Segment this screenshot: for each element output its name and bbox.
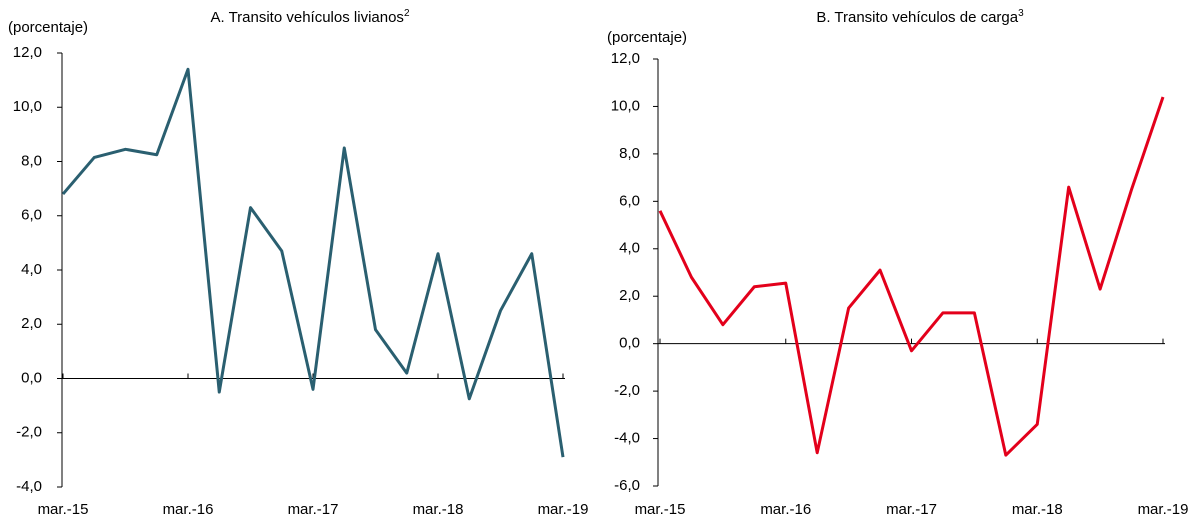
chart-title: A. Transito vehículos livianos2 <box>211 8 410 26</box>
title-note: 2 <box>404 8 410 19</box>
y-tick-label: 6,0 <box>21 207 42 224</box>
y-tick-label: 8,0 <box>21 152 42 169</box>
y-tick-label: 6,0 <box>619 192 640 209</box>
y-tick-label: -4,0 <box>16 478 42 495</box>
x-tick-label: mar.-18 <box>413 501 464 518</box>
y-tick-label: -4,0 <box>614 430 640 447</box>
y-tick-label: 4,0 <box>619 240 640 257</box>
line-series <box>61 67 565 458</box>
line-series <box>658 96 1165 457</box>
y-tick-label: 0,0 <box>619 335 640 352</box>
y-tick-label: 2,0 <box>619 287 640 304</box>
x-tick-label: mar.-16 <box>163 501 214 518</box>
y-tick-label: 4,0 <box>21 261 42 278</box>
x-tick-label: mar.-16 <box>760 501 811 518</box>
x-tick-label: mar.-15 <box>38 501 89 518</box>
chart-title: B. Transito vehículos de carga3 <box>816 8 1024 26</box>
x-tick-label: mar.-17 <box>288 501 339 518</box>
x-tick-label: mar.-18 <box>1012 501 1063 518</box>
x-tick-label: mar.-19 <box>1138 501 1189 518</box>
x-tick-label: mar.-15 <box>635 501 686 518</box>
y-tick-label: -2,0 <box>614 382 640 399</box>
x-tick-label: mar.-17 <box>886 501 937 518</box>
y-tick-label: -6,0 <box>614 477 640 494</box>
x-tick-label: mar.-19 <box>538 501 589 518</box>
y-tick-label: 8,0 <box>619 145 640 162</box>
y-tick-label: 10,0 <box>611 97 640 114</box>
title-note: 3 <box>1018 8 1024 19</box>
y-axis-label: (porcentaje) <box>607 29 687 46</box>
y-axis-label: (porcentaje) <box>8 19 88 36</box>
y-tick-label: -2,0 <box>16 424 42 441</box>
y-tick-label: 2,0 <box>21 315 42 332</box>
y-tick-label: 12,0 <box>611 50 640 67</box>
y-tick-label: 10,0 <box>13 98 42 115</box>
y-tick-label: 0,0 <box>21 369 42 386</box>
title-text: B. Transito vehículos de carga <box>816 9 1018 26</box>
title-text: A. Transito vehículos livianos <box>211 9 404 26</box>
y-tick-label: 12,0 <box>13 44 42 61</box>
